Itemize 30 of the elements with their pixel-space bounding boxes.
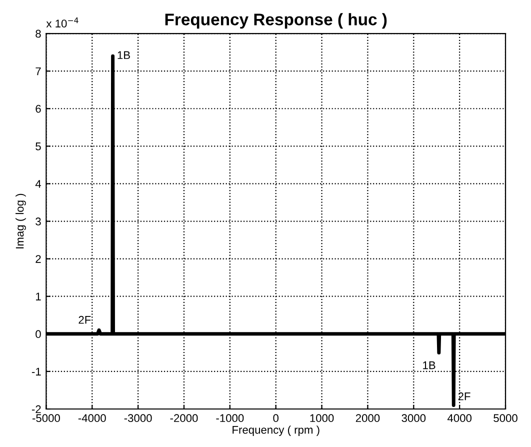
y-axis-title: Imag ( log ) — [16, 194, 26, 248]
y-tick-label: 0 — [36, 330, 41, 338]
y-tick-label: -2 — [32, 405, 41, 414]
x-tick-label: 5000 — [494, 414, 518, 422]
x-tick-label: 0 — [273, 414, 279, 422]
annotation: 1B — [118, 51, 130, 59]
chart-title: Frequency Response ( huc ) — [165, 13, 387, 29]
x-tick-label: 3000 — [402, 414, 426, 422]
y-tick-label: 2 — [36, 255, 41, 263]
y-tick-label: -1 — [32, 368, 41, 376]
x-tick-label: 1000 — [310, 414, 334, 422]
x-tick-label: -2000 — [170, 414, 198, 422]
annotation: 1B — [423, 361, 436, 370]
x-tick-label: -4000 — [78, 414, 106, 422]
text: x 10$^{−4}$ — [46, 17, 78, 28]
y-tick-label: 5 — [36, 142, 41, 150]
x-tick-label: -1000 — [216, 414, 244, 422]
x-tick-label: -5000 — [32, 414, 60, 422]
x-tick-label: 4000 — [447, 414, 472, 422]
annotation: 2F — [458, 392, 470, 400]
x-tick-label: 2000 — [356, 414, 380, 422]
y-tick-label: 1 — [36, 292, 41, 300]
y-tick-label: 6 — [36, 104, 41, 113]
y-tick-label: 8 — [36, 30, 41, 38]
x-tick-label: -3000 — [124, 414, 152, 422]
x-axis-title: Frequency ( rpm ) — [232, 426, 320, 436]
annotation: 2F — [78, 316, 91, 324]
y-tick-label: 4 — [35, 180, 42, 188]
y-tick-label: 7 — [36, 67, 41, 76]
y-tick-label: 3 — [36, 218, 41, 226]
